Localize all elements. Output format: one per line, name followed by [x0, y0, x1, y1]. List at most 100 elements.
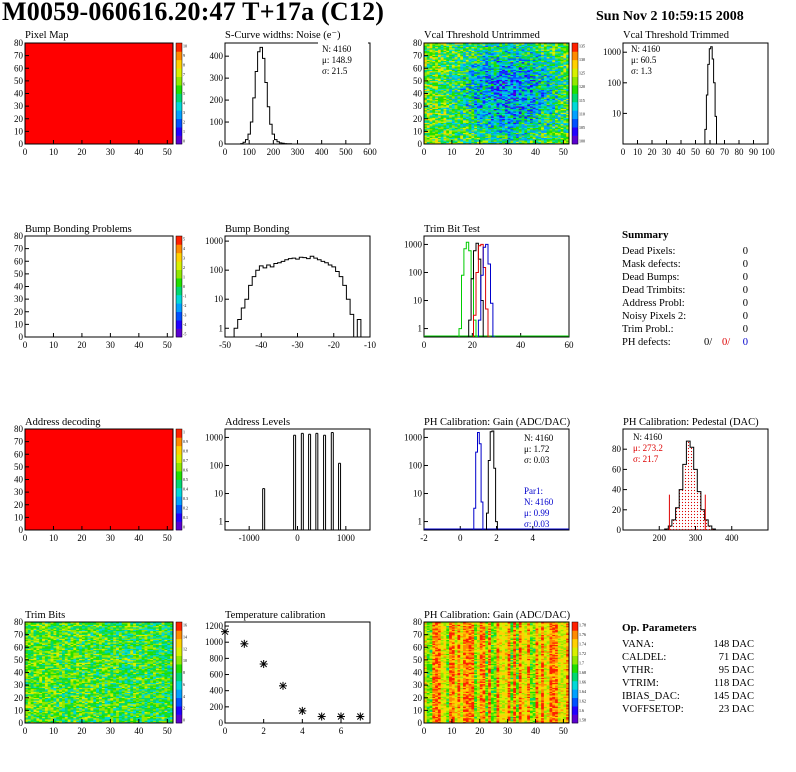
- heatmap-cell: [455, 125, 458, 127]
- heatmap-cell: [555, 48, 558, 50]
- heatmap-cell: [536, 86, 539, 88]
- heatmap-cell: [558, 47, 561, 49]
- heatmap-cell: [516, 82, 519, 84]
- heatmap-cell: [444, 133, 447, 135]
- heatmap-cell: [561, 75, 564, 77]
- heatmap-cell: [471, 52, 474, 54]
- heatmap-cell: [502, 99, 505, 101]
- heatmap-cell: [491, 128, 494, 130]
- heatmap-cell: [497, 52, 500, 54]
- heatmap-cell: [466, 94, 469, 96]
- heatmap-cell: [522, 104, 525, 106]
- heatmap-cell: [544, 61, 547, 63]
- heatmap-cell: [552, 43, 555, 45]
- heatmap-cell: [536, 99, 539, 101]
- heatmap-cell: [449, 116, 452, 118]
- heatmap-cell: [530, 54, 533, 56]
- heatmap-cell: [435, 107, 438, 109]
- heatmap-cell: [441, 135, 444, 137]
- heatmap-cell: [536, 138, 539, 140]
- heatmap-cell: [491, 64, 494, 66]
- y-tick-label: 70: [413, 51, 423, 61]
- heatmap-cell: [463, 104, 466, 106]
- heatmap-cell: [533, 134, 536, 136]
- heatmap-cell: [34, 673, 37, 675]
- heatmap-cell: [561, 96, 564, 98]
- heatmap-cell: [25, 662, 28, 664]
- heatmap-cell: [435, 54, 438, 56]
- heatmap-cell: [513, 131, 516, 133]
- heatmap-cell: [544, 104, 547, 106]
- heatmap-cell: [502, 100, 505, 102]
- heatmap-cell: [483, 48, 486, 50]
- heatmap-cell: [563, 95, 566, 97]
- heatmap-cell: [558, 48, 561, 50]
- heatmap-cell: [25, 718, 28, 720]
- heatmap-cell: [549, 123, 552, 125]
- heatmap-cell: [536, 120, 539, 122]
- heatmap-cell: [549, 68, 552, 70]
- colorbar-tick-label: -1: [183, 294, 186, 299]
- histogram-line: [474, 433, 483, 531]
- heatmap-cell: [446, 120, 449, 122]
- heatmap-cell: [485, 95, 488, 97]
- heatmap-cell: [463, 95, 466, 97]
- heatmap-cell: [505, 57, 508, 59]
- heatmap-cell: [524, 94, 527, 96]
- heatmap-cell: [533, 133, 536, 135]
- heatmap-cell: [552, 96, 555, 98]
- heatmap-cell: [508, 104, 511, 106]
- heatmap-cell: [457, 46, 460, 48]
- panel-title-ph-gain: PH Calibration: Gain (ADC/DAC): [424, 417, 570, 429]
- heatmap-cell: [424, 47, 427, 49]
- heatmap-cell: [432, 111, 435, 113]
- heatmap-cell: [508, 111, 511, 113]
- heatmap-cell: [474, 88, 477, 90]
- heatmap-cell: [480, 135, 483, 137]
- heatmap-cell: [563, 82, 566, 84]
- heatmap-cell: [471, 90, 474, 92]
- heatmap-cell: [455, 143, 458, 145]
- heatmap-cell: [538, 99, 541, 101]
- heatmap-cell: [527, 109, 530, 111]
- heatmap-cell: [460, 96, 463, 98]
- heatmap-cell: [25, 664, 28, 666]
- heatmap-cell: [508, 78, 511, 80]
- heatmap-cell: [452, 123, 455, 125]
- heatmap-cell: [530, 110, 533, 112]
- heatmap-cell: [494, 124, 497, 126]
- heatmap-cell: [25, 680, 28, 682]
- heatmap-cell: [505, 110, 508, 112]
- heatmap-cell: [455, 57, 458, 59]
- heatmap-cell: [477, 138, 480, 140]
- heatmap-cell: [452, 126, 455, 128]
- heatmap-cell: [566, 56, 569, 58]
- heatmap-cell: [566, 115, 569, 117]
- heatmap-cell: [502, 112, 505, 114]
- heatmap-cell: [471, 129, 474, 131]
- heatmap-cell: [538, 53, 541, 55]
- heatmap-cell: [563, 81, 566, 83]
- heatmap-cell: [558, 105, 561, 107]
- heatmap-cell: [466, 126, 469, 128]
- heatmap-cell: [524, 130, 527, 132]
- heatmap-cell: [527, 61, 530, 63]
- heatmap-cell: [31, 679, 34, 681]
- heatmap-cell: [552, 143, 555, 145]
- heatmap-cell: [34, 684, 37, 686]
- heatmap-cell: [466, 86, 469, 88]
- heatmap-cell: [424, 111, 427, 113]
- heatmap-cell: [516, 54, 519, 56]
- heatmap-cell: [544, 121, 547, 123]
- heatmap-cell: [457, 130, 460, 132]
- heatmap-cell: [502, 83, 505, 85]
- x-tick-label: 100: [242, 147, 256, 157]
- heatmap-cell: [457, 49, 460, 51]
- heatmap-cell: [28, 688, 31, 690]
- heatmap-cell: [561, 94, 564, 96]
- heatmap-cell: [558, 73, 561, 75]
- heatmap-cell: [494, 101, 497, 103]
- heatmap-cell: [547, 121, 550, 123]
- heatmap-cell: [519, 64, 522, 66]
- heatmap-cell: [527, 131, 530, 133]
